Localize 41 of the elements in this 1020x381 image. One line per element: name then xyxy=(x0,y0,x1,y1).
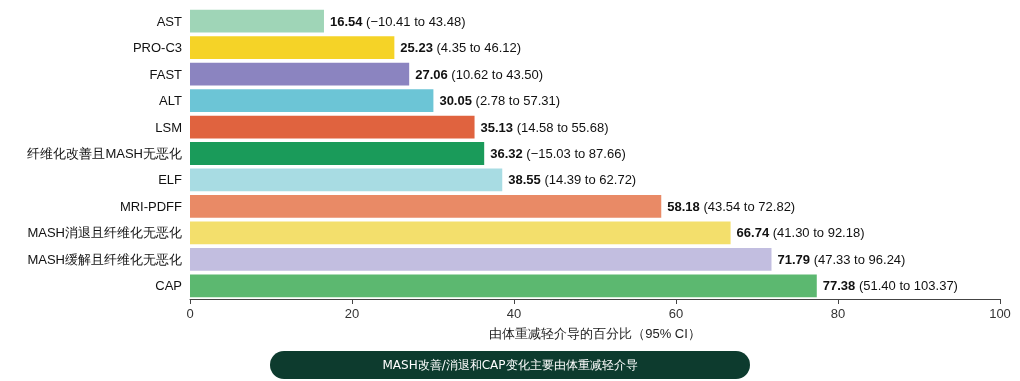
bar xyxy=(190,168,503,192)
data-label: 77.38 (51.40 to 103.37) xyxy=(822,278,958,294)
bar xyxy=(190,221,731,245)
data-label: 30.05 (2.78 to 57.31) xyxy=(439,93,561,109)
data-label: 36.32 (−15.03 to 87.66) xyxy=(490,146,626,161)
bar xyxy=(190,274,817,298)
data-label: 66.74 (41.30 to 92.18) xyxy=(736,225,865,241)
y-tick-label: LSM xyxy=(155,119,182,135)
bar xyxy=(190,36,395,60)
bar xyxy=(190,9,324,33)
y-tick-label: CAP xyxy=(155,278,182,294)
y-tick-label: ALT xyxy=(159,93,183,109)
y-tick-label: AST xyxy=(156,13,183,29)
x-tick-label: 80 xyxy=(830,306,846,321)
bar xyxy=(190,142,485,165)
x-tick-label: 60 xyxy=(668,306,684,321)
data-label: 58.18 (43.54 to 72.82) xyxy=(667,198,796,214)
x-tick-label: 0 xyxy=(186,306,194,321)
data-label: 38.55 (14.39 to 62.72) xyxy=(508,172,637,188)
y-tick-label: MRI-PDFF xyxy=(119,198,183,214)
bar xyxy=(190,195,662,218)
y-tick-label: ELF xyxy=(158,172,183,188)
y-tick-label: 纤维化改善且MASH无恶化 xyxy=(27,146,182,161)
data-label: 27.06 (10.62 to 43.50) xyxy=(415,66,544,82)
data-label: 71.79 (47.33 to 96.24) xyxy=(777,251,906,267)
bar xyxy=(190,62,410,86)
bar xyxy=(190,89,434,112)
text: MASH改善/消退和CAP变化主要由体重减轻介导 xyxy=(270,351,750,379)
bar xyxy=(190,247,772,271)
y-tick-label: PRO-C3 xyxy=(132,40,182,56)
data-label: 16.54 (−10.41 to 43.48) xyxy=(329,13,466,29)
x-tick-label: 20 xyxy=(344,306,360,321)
data-label: 35.13 (14.58 to 55.68) xyxy=(480,119,609,135)
x-tick-label: 100 xyxy=(989,306,1011,321)
data-label: 25.23 (4.35 to 46.12) xyxy=(400,40,522,56)
x-axis-title: 由体重减轻介导的百分比（95% CI） xyxy=(489,326,701,341)
bar xyxy=(190,115,475,139)
y-tick-label: FAST xyxy=(149,66,183,82)
y-tick-label: MASH消退且纤维化无恶化 xyxy=(27,225,182,241)
x-tick-label: 40 xyxy=(506,306,522,321)
y-tick-label: MASH缓解且纤维化无恶化 xyxy=(27,251,182,267)
